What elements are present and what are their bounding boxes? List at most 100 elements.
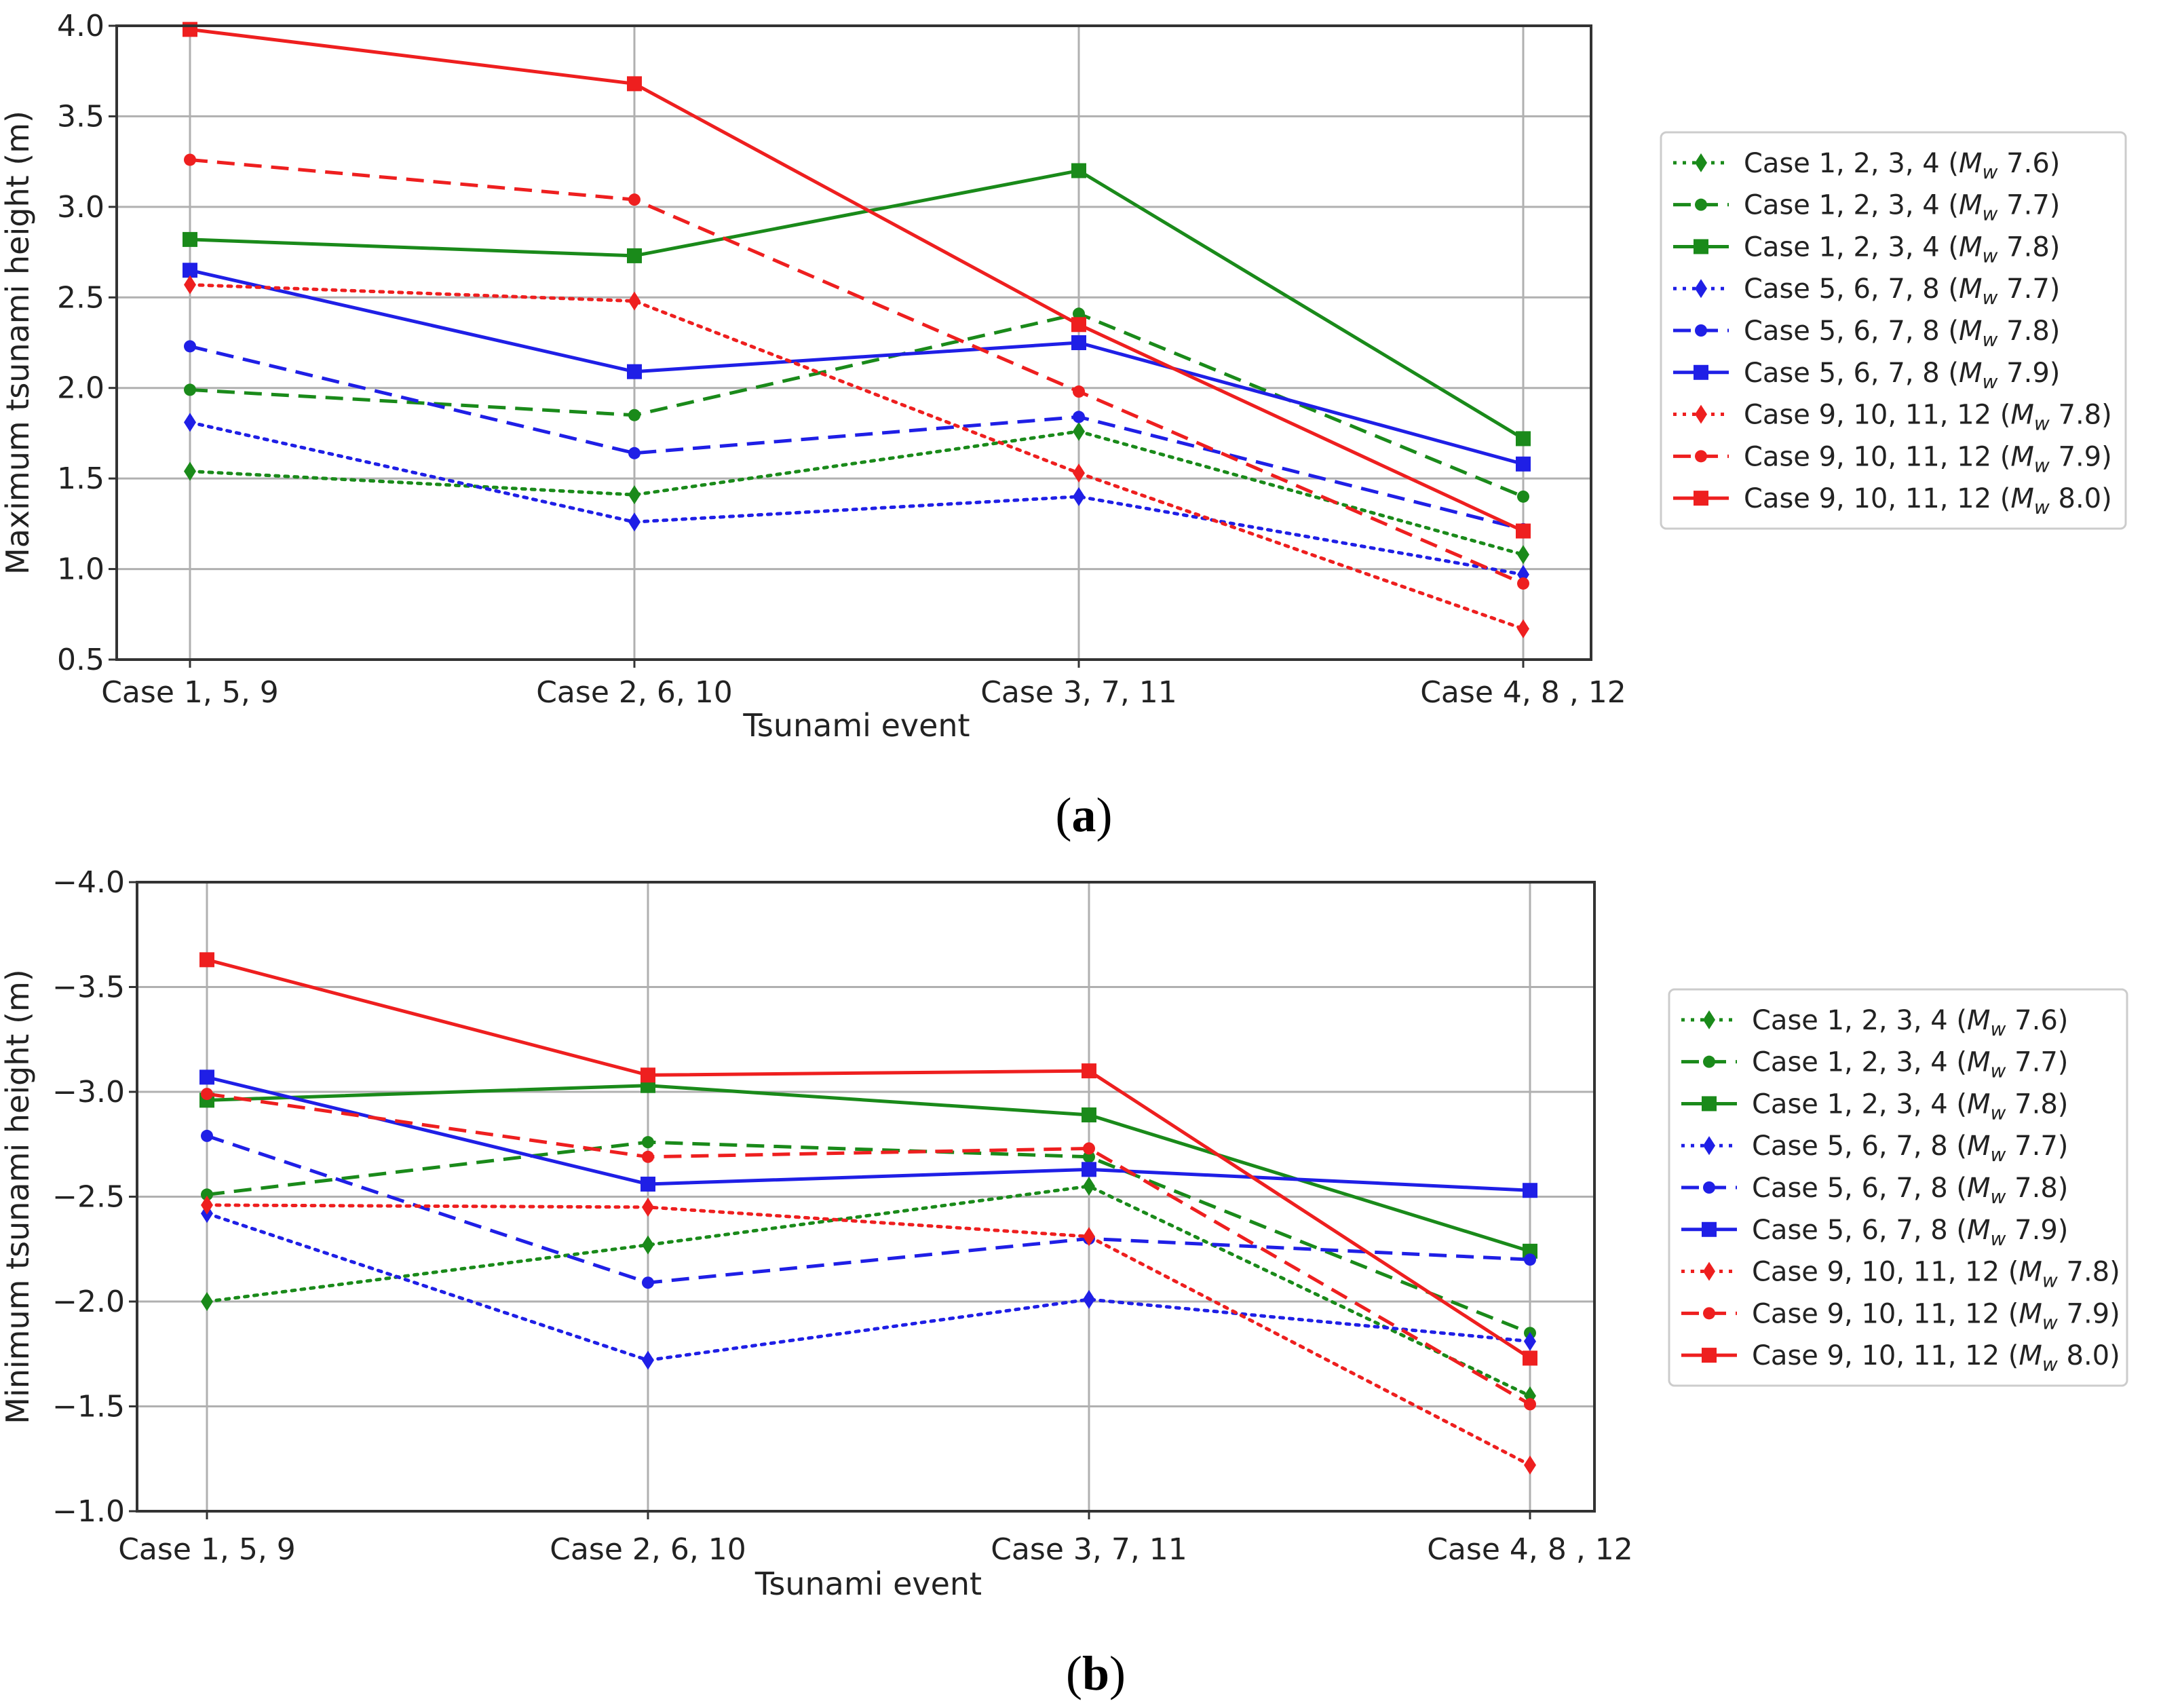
chart-a-legend-entry: Case 1, 2, 3, 4 (Mw 7.6) — [1744, 148, 2060, 183]
chart-a-legend-entry: Case 9, 10, 11, 12 (Mw 7.8) — [1744, 400, 2112, 435]
chart-a-series-case-1-2-3-4-mw-7-8-point — [183, 231, 197, 247]
chart-a-series-case-1-2-3-4-mw-7-6-point — [628, 485, 640, 505]
chart-b-series-case-1-2-3-4-mw-7-8-line — [206, 1084, 1531, 1253]
chart-b-series-case-5-6-7-8-mw-7-9-line — [206, 1075, 1531, 1192]
chart-a-legend-marker — [1695, 404, 1707, 424]
chart-b-series-case-9-10-11-12-mw-7-9-point — [1083, 1142, 1095, 1155]
chart-b-series-case-9-10-11-12-mw-7-9-line — [206, 1092, 1531, 1406]
chart-b-caption: (b) — [1066, 1646, 1126, 1701]
chart-a-series-case-1-2-3-4-mw-7-8-point — [1071, 163, 1086, 178]
chart-a-series-case-5-6-7-8-mw-7-8-point — [1073, 411, 1085, 423]
chart-b-series-case-9-10-11-12-mw-7-9-point — [642, 1150, 654, 1163]
chart-a-series-case-5-6-7-8-mw-7-9-line — [189, 268, 1524, 466]
chart-b-legend-marker — [1703, 1055, 1715, 1068]
chart-b-series-case-9-10-11-12-mw-7-8 — [201, 1195, 1536, 1475]
chart-b-series-case-1-2-3-4-mw-7-6-line — [205, 1184, 1532, 1398]
chart-a-legend-entry: Case 1, 2, 3, 4 (Mw 7.7) — [1744, 190, 2060, 225]
chart-b-series-case-9-10-11-12-mw-7-8-point — [642, 1197, 654, 1217]
chart-b-legend-entry: Case 9, 10, 11, 12 (Mw 8.0) — [1752, 1340, 2120, 1375]
chart-a-series-case-1-2-3-4-mw-7-7 — [184, 307, 1529, 503]
chart-b-series-case-9-10-11-12-mw-7-8-line — [205, 1203, 1532, 1467]
chart-b-series-case-1-2-3-4-mw-7-6-point — [642, 1235, 654, 1255]
chart-b-series-case-1-2-3-4-mw-7-7-line — [206, 1140, 1531, 1335]
chart-a-xtick-label: Case 2, 6, 10 — [536, 675, 733, 710]
chart-a-legend-marker — [1694, 239, 1708, 254]
chart-a-series-case-9-10-11-12-mw-8-0-point — [1516, 523, 1531, 539]
chart-b-series-case-5-6-7-8-mw-7-9 — [199, 1069, 1537, 1198]
chart-a-series-case-9-10-11-12-mw-7-9-point — [1517, 577, 1529, 590]
chart-a-series-case-9-10-11-12-mw-7-9-point — [1073, 385, 1085, 398]
chart-a-series-case-9-10-11-12-mw-8-0 — [183, 22, 1531, 539]
chart-a-series-case-1-2-3-4-mw-7-6-point — [1073, 421, 1085, 441]
chart-b-legend-marker — [1702, 1221, 1717, 1237]
chart-b-legend-entry: Case 1, 2, 3, 4 (Mw 7.6) — [1752, 1005, 2068, 1040]
chart-a-frame — [115, 24, 1592, 661]
chart-a-x-axis-title: Tsunami event — [742, 707, 970, 744]
chart-a-series-case-1-2-3-4-mw-7-7-line — [189, 311, 1524, 499]
chart-a-series-case-5-6-7-8-mw-7-7-point — [1073, 487, 1085, 506]
chart-a-legend-box — [1660, 131, 2127, 530]
chart-b-series-case-1-2-3-4-mw-7-6-point — [1083, 1177, 1095, 1196]
chart-a-legend-marker — [1695, 324, 1707, 337]
chart-b-series-case-9-10-11-12-mw-7-9 — [201, 1088, 1536, 1411]
chart-a-series-case-9-10-11-12-mw-8-0-point — [183, 22, 197, 37]
chart-a-plot-area — [117, 26, 1591, 660]
chart-b-legend-entry: Case 5, 6, 7, 8 (Mw 7.8) — [1752, 1173, 2068, 1208]
chart-b-legend-marker — [1703, 1136, 1715, 1156]
chart-b-legend: Case 1, 2, 3, 4 (Mw 7.6) Case 1, 2, 3, 4 … — [1668, 988, 2128, 1387]
chart-a-series-case-9-10-11-12-mw-8-0-line — [189, 27, 1525, 533]
chart-b-legend-entry: Case 9, 10, 11, 12 (Mw 7.8) — [1752, 1257, 2120, 1292]
chart-b-ytick-label: −4.0 — [52, 865, 125, 900]
chart-b-frame — [136, 881, 1596, 1513]
chart-a-ytick-label: 3.0 — [57, 190, 104, 225]
chart-b-ytick-label: −3.0 — [52, 1075, 125, 1109]
chart-b: −1.0 −1.5 −2.0 −2.5 −3.0 −3.5 −4.0 Case 1, 5, 9… — [0, 865, 2128, 1701]
chart-a-series-case-5-6-7-8-mw-7-9-point — [1516, 456, 1531, 472]
chart-a-ytick-label: 4.0 — [57, 9, 104, 43]
chart-a-caption: (a) — [1056, 788, 1113, 842]
chart-a-series-case-5-6-7-8-mw-7-9-point — [627, 364, 642, 379]
chart-b-series-case-1-2-3-4-mw-7-7 — [201, 1136, 1536, 1340]
chart-a-legend-entry: Case 1, 2, 3, 4 (Mw 7.8) — [1744, 231, 2060, 267]
chart-b-xtick-label: Case 1, 5, 9 — [118, 1532, 296, 1567]
chart-b-legend-entry: Case 5, 6, 7, 8 (Mw 7.7) — [1752, 1131, 2068, 1166]
chart-a-legend-marker — [1695, 450, 1707, 463]
chart-a-xtick-label: Case 3, 7, 11 — [980, 675, 1177, 710]
chart-b-legend-marker — [1703, 1181, 1715, 1194]
chart-a-series-case-5-6-7-8-mw-7-7-point — [628, 512, 640, 532]
chart-b-series-case-9-10-11-12-mw-8-0-point — [640, 1067, 655, 1083]
chart-b-series-case-5-6-7-8-mw-7-7-point — [1524, 1331, 1536, 1351]
chart-a-legend-marker — [1695, 198, 1707, 211]
chart-b-series-case-5-6-7-8-mw-7-8-point — [1524, 1253, 1536, 1266]
chart-a-series-case-1-2-3-4-mw-7-8-point — [627, 248, 642, 263]
chart-a-series-case-9-10-11-12-mw-7-8-point — [628, 291, 640, 311]
chart-b-series-case-9-10-11-12-mw-7-9-point — [201, 1088, 213, 1101]
chart-a-ytick-label: 2.0 — [57, 371, 104, 406]
chart-a-legend-entry: Case 9, 10, 11, 12 (Mw 7.9) — [1744, 441, 2112, 476]
chart-b-legend-box — [1668, 988, 2128, 1387]
chart-b-legend-marker — [1702, 1348, 1717, 1363]
chart-a-series-case-1-2-3-4-mw-7-7-point — [1073, 307, 1085, 320]
chart-a-series-case-9-10-11-12-mw-7-9-point — [628, 193, 640, 206]
chart-a-series-case-5-6-7-8-mw-7-8-point — [184, 340, 196, 353]
chart-a-series-case-5-6-7-8-mw-7-8-point — [628, 447, 640, 459]
chart-b-series-case-5-6-7-8-mw-7-9-point — [1082, 1162, 1096, 1177]
chart-a-legend-entry: Case 5, 6, 7, 8 (Mw 7.8) — [1744, 316, 2060, 351]
chart-a-series-case-9-10-11-12-mw-7-8-line — [188, 283, 1525, 631]
chart-a-series-case-9-10-11-12-mw-8-0-point — [1071, 317, 1086, 333]
chart-a-series-case-5-6-7-8-mw-7-9-point — [1071, 335, 1086, 350]
chart-b-series-case-9-10-11-12-mw-8-0 — [199, 952, 1537, 1366]
chart-a-series-case-1-2-3-4-mw-7-7-point — [184, 383, 196, 396]
chart-a-ytick-label: 1.0 — [57, 552, 104, 587]
chart-b-legend-marker — [1703, 1010, 1715, 1029]
chart-a-series-case-5-6-7-8-mw-7-8-line — [189, 344, 1524, 531]
chart-a-legend-marker — [1694, 491, 1708, 506]
chart-a-series-case-1-2-3-4-mw-7-7-point — [1517, 490, 1529, 503]
chart-a-series-case-9-10-11-12-mw-7-9 — [184, 153, 1529, 590]
chart-a-series-case-9-10-11-12-mw-8-0-point — [627, 76, 642, 92]
chart-a-series-case-9-10-11-12-mw-7-9-line — [189, 157, 1524, 586]
chart-b-ytick-label: −1.0 — [52, 1494, 125, 1529]
chart-b-series-case-5-6-7-8-mw-7-8-point — [201, 1129, 213, 1142]
chart-a-series-case-9-10-11-12-mw-7-8-point — [1517, 619, 1529, 639]
